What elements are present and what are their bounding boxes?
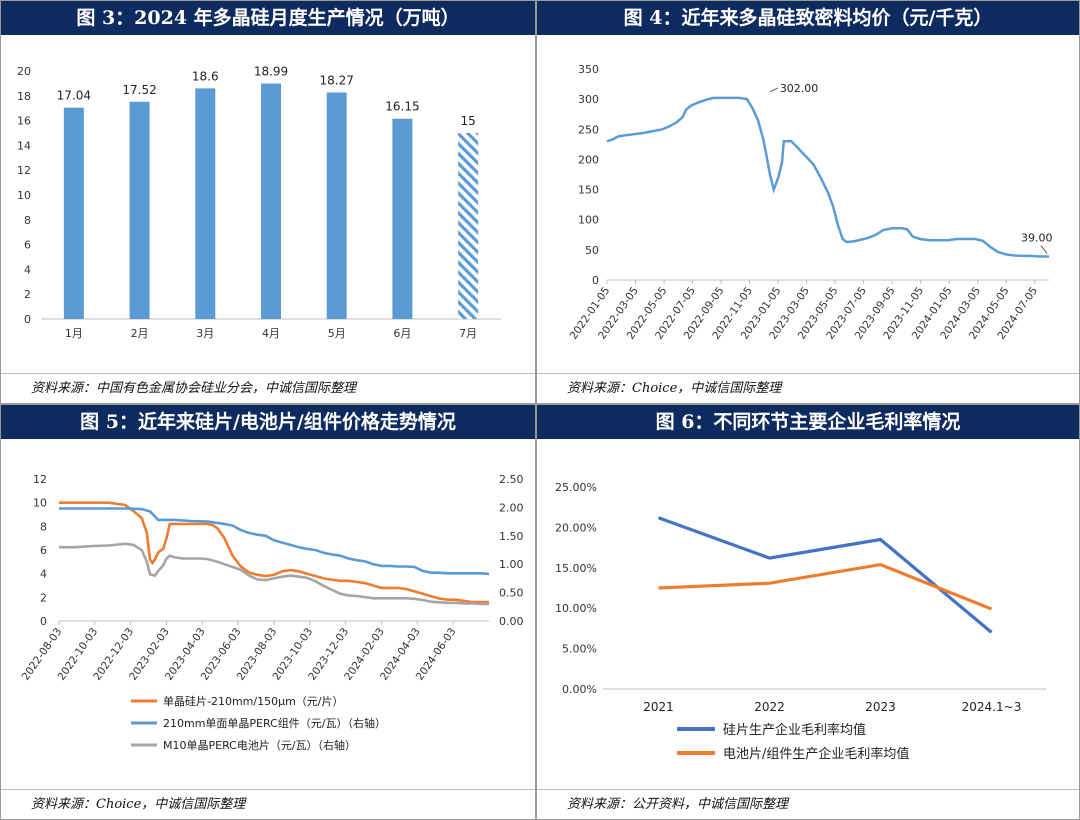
source-note: 资料来源：中国有色金属协会硅业分会，中诚信国际整理 <box>1 373 535 403</box>
legend-label: 电池片/组件生产企业毛利率均值 <box>723 746 909 762</box>
legend-label: 210mm单面单晶PERC组件（元/瓦）（右轴） <box>163 716 386 730</box>
y-tick-label: 0 <box>592 274 599 287</box>
series-line <box>59 507 490 576</box>
x-tick-label: 2月 <box>131 327 149 340</box>
y-right-tick-label: 0.00 <box>499 615 524 628</box>
panel-title: 图 4：近年来多晶硅致密料均价（元/千克） <box>537 1 1079 35</box>
y-left-tick-label: 2 <box>40 591 47 604</box>
plot-area: 0.00% 5.00% 10.00% 15.00% 20.00% 25.00% 2021 20… <box>537 439 1079 789</box>
panel-title: 图 5：近年来硅片/电池片/组件价格走势情况 <box>1 405 535 439</box>
x-tick-label: 2021 <box>643 700 674 714</box>
y-right-tick-label: 2.00 <box>499 501 524 514</box>
data-label: 15 <box>461 114 476 128</box>
bar <box>195 88 216 319</box>
bar <box>392 118 413 320</box>
legend-label: M10单晶PERC电池片（元/瓦）（右轴） <box>163 738 356 752</box>
y-tick-label: 50 <box>585 244 599 257</box>
y-right-tick-label: 1.50 <box>499 530 524 543</box>
y-left-tick-label: 12 <box>33 473 47 486</box>
bar <box>326 92 347 319</box>
y-tick-label: 16 <box>17 115 31 128</box>
bar-chart-monthly-production: 0 2 4 6 8 10 12 14 16 18 20 17.04 1月 17.52 2月 18.6 3月 18.… <box>17 65 501 340</box>
y-tick-label: 300 <box>578 93 599 106</box>
y-tick-label: 15.00% <box>555 562 597 575</box>
plot-area: 0 50 100 150 200 250 300 350 2022-01-05 2022-03-0… <box>537 35 1079 373</box>
y-tick-label: 14 <box>17 139 31 152</box>
bar <box>458 133 479 319</box>
line-chart-polysilicon-price: 0501001502002503003502022-01-052022-03-0… <box>568 63 1053 342</box>
line-chart-gross-margin: 0.00% 5.00% 10.00% 15.00% 20.00% 25.00% 2021 20… <box>555 481 1047 762</box>
source-note: 资料来源：公开资料，中诚信国际整理 <box>537 789 1079 819</box>
source-note: 资料来源：Choice，中诚信国际整理 <box>1 789 535 819</box>
plot-area: 0 2 4 6 8 10 12 14 16 18 20 17.04 1月 17.52 2月 18.6 3月 18.… <box>1 35 535 373</box>
x-tick-label: 5月 <box>328 327 346 340</box>
panel-title: 图 6：不同环节主要企业毛利率情况 <box>537 405 1079 439</box>
y-tick-label: 10.00% <box>555 602 597 615</box>
y-tick-label: 8 <box>24 214 31 227</box>
y-tick-label: 20 <box>17 65 31 78</box>
y-left-tick-label: 4 <box>40 568 47 581</box>
x-tick-label: 4月 <box>262 327 280 340</box>
y-tick-label: 12 <box>17 164 31 177</box>
y-tick-label: 25.00% <box>555 481 597 494</box>
y-right-tick-label: 1.00 <box>499 558 524 571</box>
y-tick-label: 0 <box>24 313 31 326</box>
plot-area: 0 2 4 6 8 10 12 0.00 0.50 1.00 1.50 2.00 2.50 2022-08… <box>1 439 535 789</box>
x-tick-label: 1月 <box>65 327 83 340</box>
data-label: 17.52 <box>122 83 156 97</box>
x-tick-label: 3月 <box>196 327 214 340</box>
line-chart-wafer-cell-module-price: 0246810120.000.501.001.502.002.502022-08… <box>20 473 524 752</box>
y-tick-label: 350 <box>578 63 599 76</box>
panel-title: 图 3：2024 年多晶硅月度生产情况（万吨） <box>1 1 535 35</box>
y-tick-label: 10 <box>17 189 31 202</box>
data-label: 18.99 <box>254 65 288 79</box>
annotation-leader <box>769 87 779 93</box>
x-tick-label: 7月 <box>459 327 477 340</box>
y-tick-label: 250 <box>578 123 599 136</box>
legend-label: 硅片生产企业毛利率均值 <box>723 722 866 738</box>
series-line <box>658 562 993 611</box>
y-left-tick-label: 0 <box>40 615 47 628</box>
annotation-leader <box>1040 245 1048 254</box>
bar <box>63 107 84 319</box>
legend-label: 单晶硅片-210mm/150μm（元/片） <box>163 695 344 708</box>
series-line <box>59 542 489 606</box>
x-tick-label: 2022 <box>754 700 785 714</box>
y-tick-label: 6 <box>24 239 31 252</box>
y-tick-label: 100 <box>578 214 599 227</box>
bar <box>129 101 150 319</box>
y-left-tick-label: 10 <box>33 497 47 510</box>
panel-fig4: 图 4：近年来多晶硅致密料均价（元/千克） 0 50 100 150 200 250 300… <box>536 0 1080 404</box>
price-line <box>606 96 1049 258</box>
y-right-tick-label: 0.50 <box>499 587 524 600</box>
data-label: 18.6 <box>192 69 219 83</box>
data-label: 16.15 <box>385 100 419 114</box>
source-note: 资料来源：Choice，中诚信国际整理 <box>537 373 1079 403</box>
annotation-label: 39.00 <box>1021 231 1053 244</box>
y-right-tick-label: 2.50 <box>499 473 524 486</box>
panel-fig3: 图 3：2024 年多晶硅月度生产情况（万吨） 0 2 4 6 8 10 12 14 16 18 2… <box>0 0 536 404</box>
data-label: 17.04 <box>57 89 91 103</box>
x-tick-label: 2023 <box>865 700 896 714</box>
bar <box>261 83 281 319</box>
annotation-label: 302.00 <box>780 82 819 95</box>
x-tick-label: 6月 <box>393 327 411 340</box>
y-left-tick-label: 8 <box>40 520 47 533</box>
x-tick-label: 2024.1~3 <box>962 700 1022 714</box>
series-line <box>59 501 489 604</box>
y-tick-label: 150 <box>578 184 599 197</box>
y-tick-label: 20.00% <box>555 521 597 534</box>
panel-fig6: 图 6：不同环节主要企业毛利率情况 0.00% 5.00% 10.00% 15.00%… <box>536 404 1080 820</box>
y-tick-label: 0.00% <box>562 683 597 696</box>
data-label: 18.27 <box>320 73 354 87</box>
y-tick-label: 18 <box>17 90 31 103</box>
y-tick-label: 4 <box>24 263 31 276</box>
panel-fig5: 图 5：近年来硅片/电池片/组件价格走势情况 0 2 4 6 8 10 12 0.00 0.50… <box>0 404 536 820</box>
y-left-tick-label: 6 <box>40 544 47 557</box>
y-tick-label: 2 <box>24 288 31 301</box>
y-tick-label: 200 <box>578 153 599 166</box>
y-tick-label: 5.00% <box>562 643 597 656</box>
